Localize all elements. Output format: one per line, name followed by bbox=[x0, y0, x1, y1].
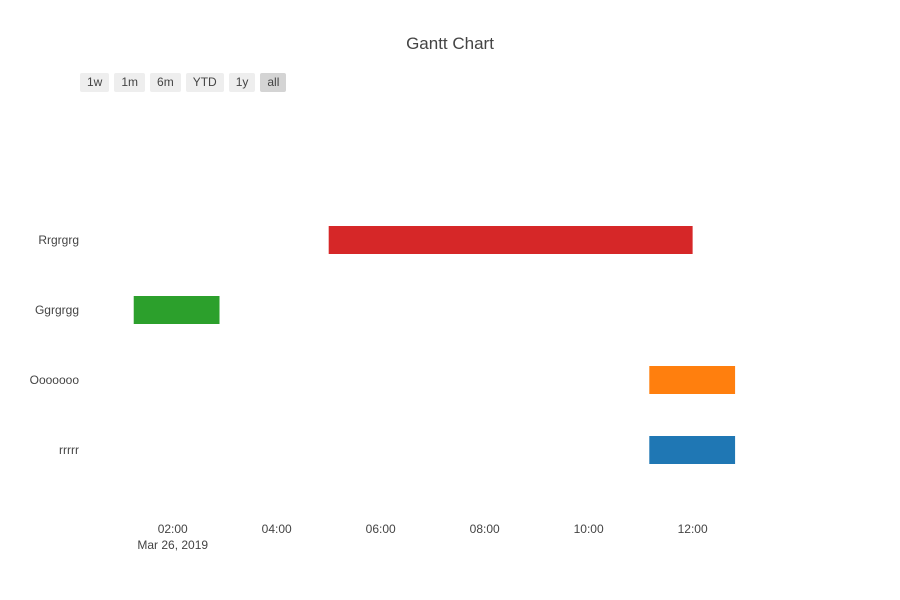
range-button-ytd[interactable]: YTD bbox=[185, 73, 224, 92]
x-tick-label: 02:00 bbox=[158, 522, 188, 536]
y-tick-label: Ggrgrgg bbox=[35, 303, 79, 317]
y-tick-label: rrrrr bbox=[59, 443, 79, 457]
range-button-1y[interactable]: 1y bbox=[228, 73, 256, 92]
gantt-bar-ooooooo[interactable] bbox=[649, 366, 736, 394]
range-button-6m[interactable]: 6m bbox=[150, 73, 181, 92]
range-button-all[interactable]: all bbox=[260, 73, 287, 92]
range-selector: 1w 1m 6m YTD 1y all bbox=[80, 73, 287, 92]
chart-title: Gantt Chart bbox=[406, 34, 494, 53]
range-button-1w[interactable]: 1w bbox=[80, 73, 110, 92]
gantt-bar-rrgrgrg[interactable] bbox=[328, 226, 693, 254]
x-tick-label: 06:00 bbox=[366, 522, 396, 536]
y-tick-label: Rrgrgrg bbox=[38, 233, 79, 247]
x-tick-label: 04:00 bbox=[262, 522, 292, 536]
y-tick-label: Ooooooo bbox=[30, 373, 80, 387]
x-tick-label: 08:00 bbox=[470, 522, 500, 536]
x-tick-label: 10:00 bbox=[574, 522, 604, 536]
gantt-bar-ggrgrgg[interactable] bbox=[133, 296, 220, 324]
x-tick-label: 12:00 bbox=[678, 522, 708, 536]
x-tick-date-label: Mar 26, 2019 bbox=[137, 538, 208, 552]
gantt-bar-rrrrr[interactable] bbox=[649, 436, 736, 464]
range-button-1m[interactable]: 1m bbox=[114, 73, 146, 92]
